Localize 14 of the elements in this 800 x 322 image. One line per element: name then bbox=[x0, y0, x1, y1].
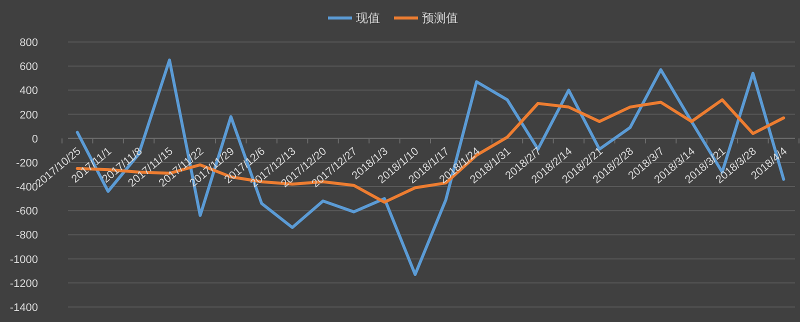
y-tick-label: 0 bbox=[32, 133, 38, 146]
y-tick-label: 200 bbox=[20, 109, 38, 122]
y-tick-label: -400 bbox=[16, 182, 38, 194]
y-tick-label: -1200 bbox=[10, 278, 38, 290]
y-tick-label: -1400 bbox=[10, 302, 38, 314]
y-tick-label: -600 bbox=[16, 206, 38, 218]
legend-label: 现值 bbox=[356, 11, 380, 25]
y-tick-label: 600 bbox=[20, 61, 38, 74]
legend-label: 预测值 bbox=[422, 11, 458, 25]
y-tick-label: -800 bbox=[16, 230, 38, 242]
y-tick-label: -1000 bbox=[10, 254, 38, 266]
y-tick-label: 400 bbox=[20, 85, 38, 98]
y-tick-label: -200 bbox=[16, 157, 38, 170]
y-tick-label: 800 bbox=[20, 37, 38, 49]
